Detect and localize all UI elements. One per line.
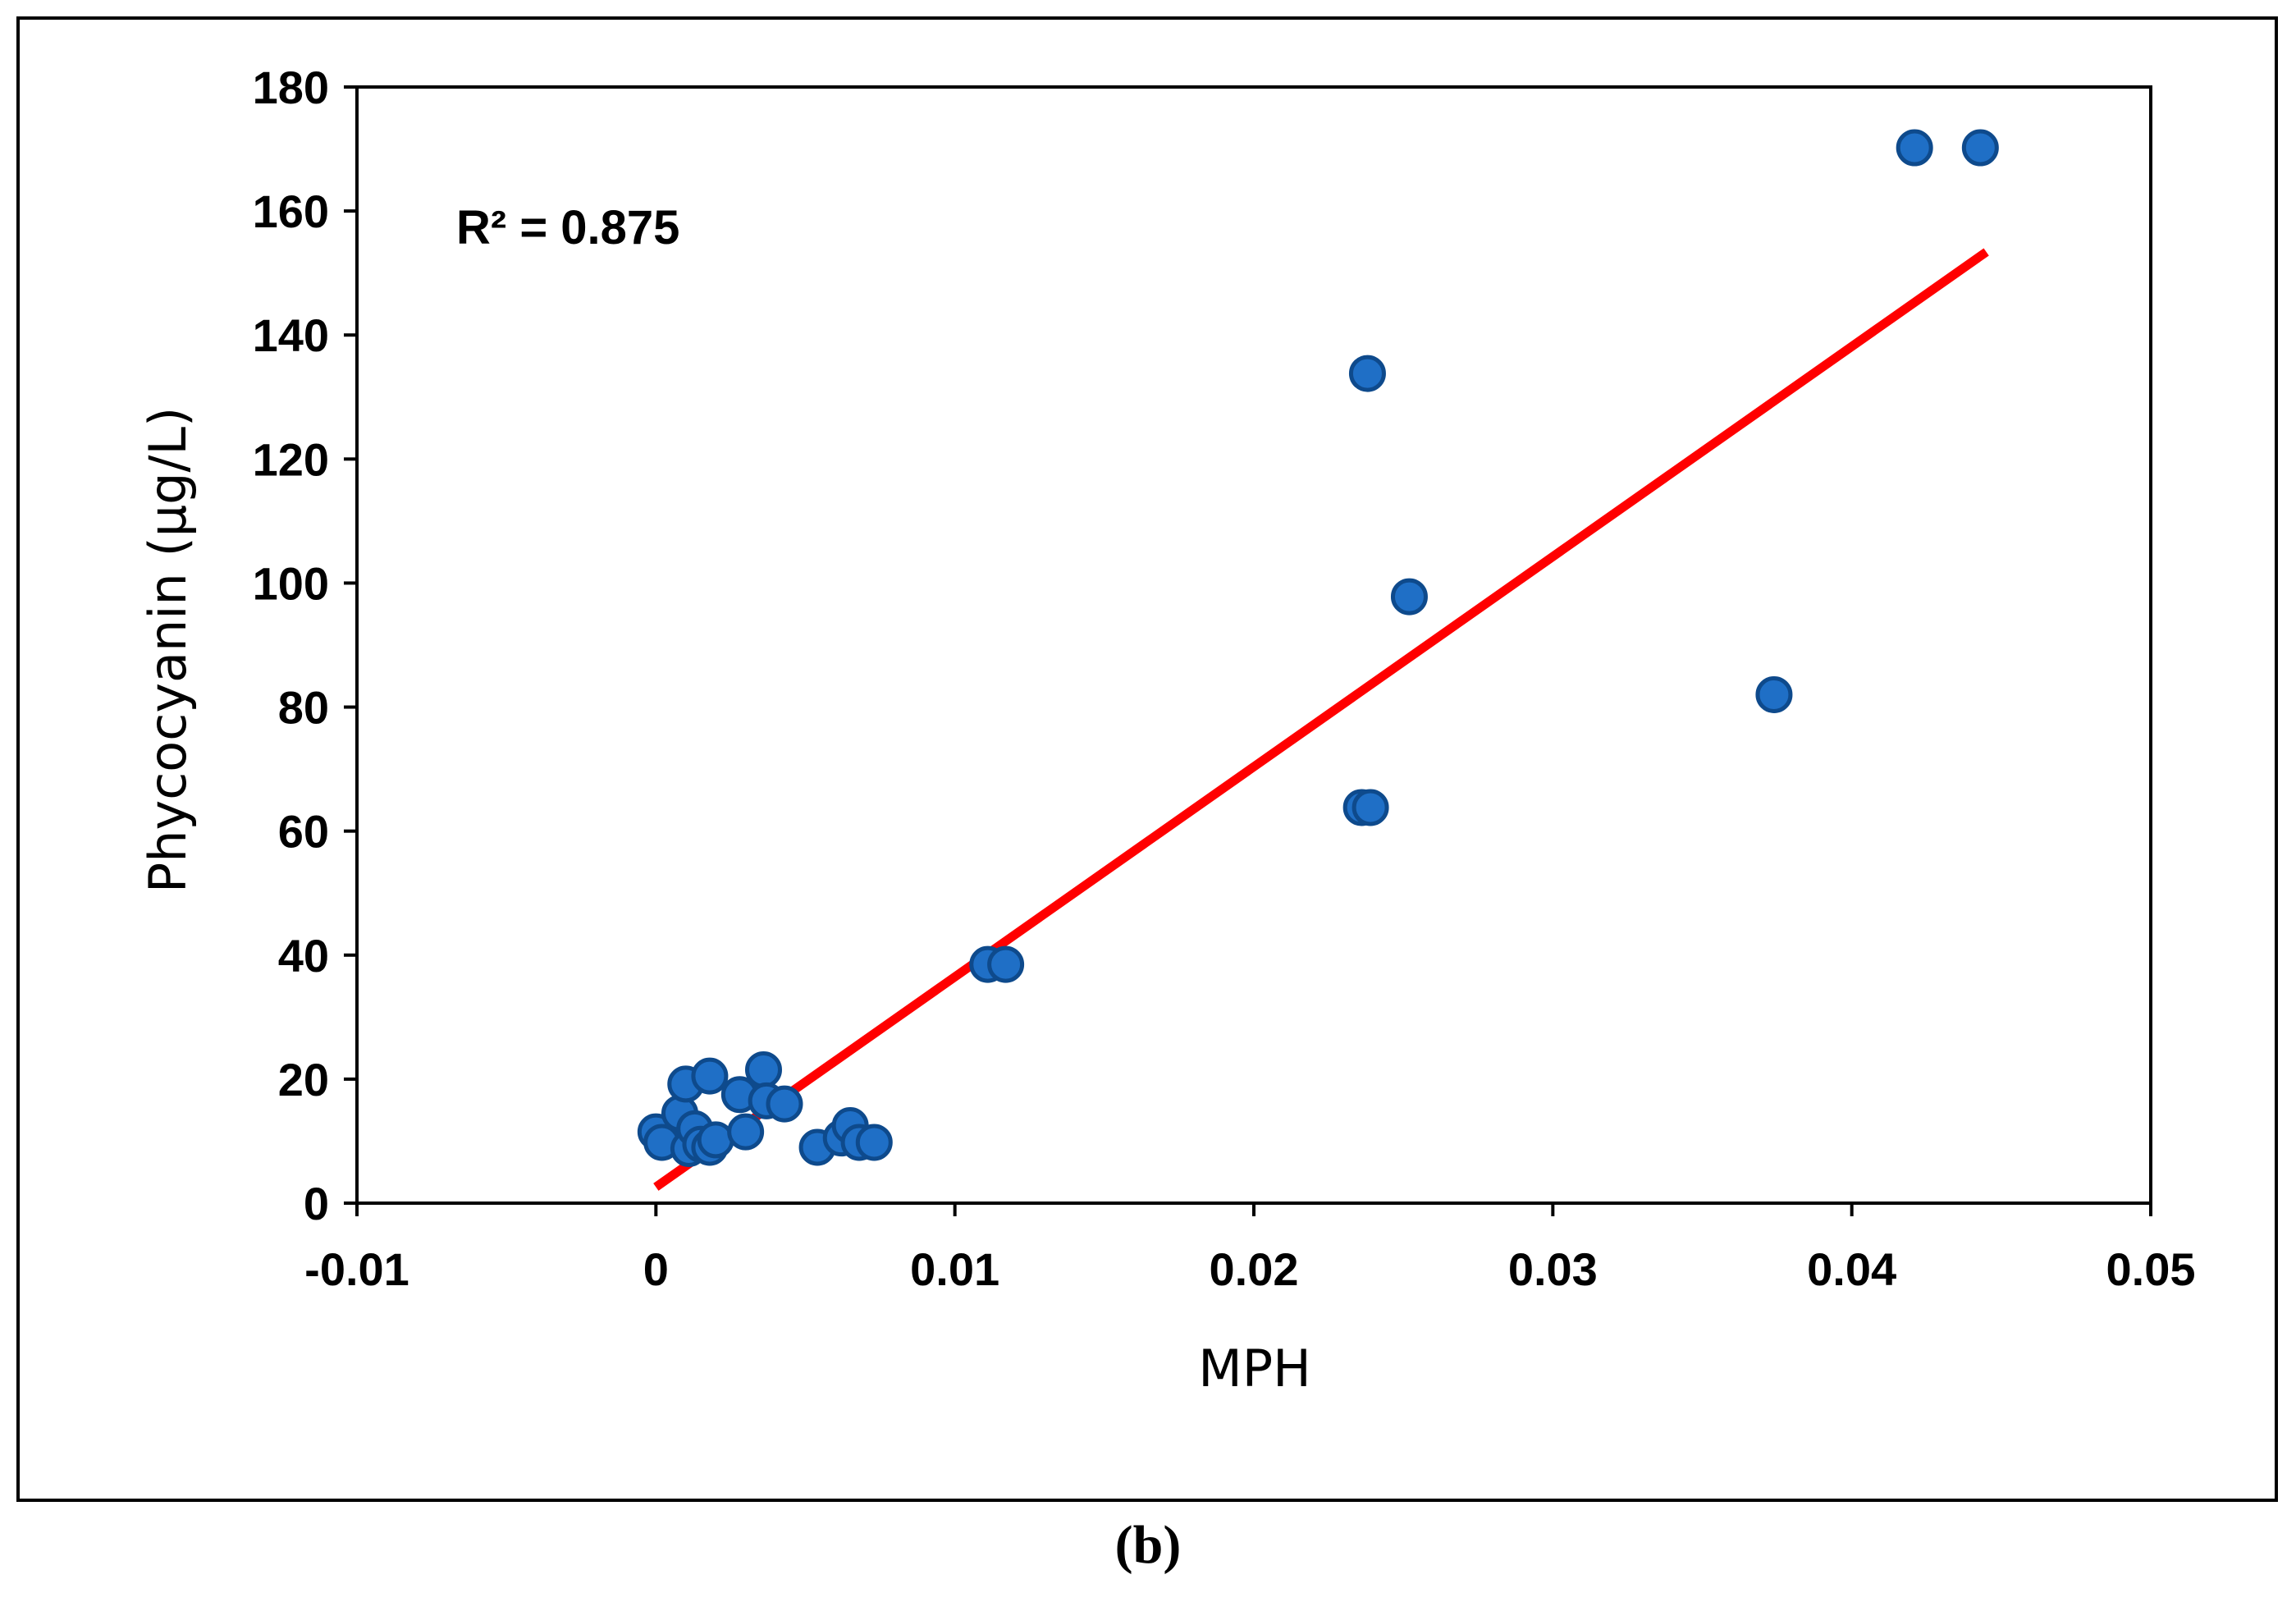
y-tick-label: 20 (278, 1054, 329, 1105)
data-point (1390, 578, 1428, 616)
axes (355, 85, 2152, 1205)
y-tick-label: 40 (278, 930, 329, 982)
y-tick-label: 140 (253, 309, 329, 361)
data-point (691, 1057, 729, 1095)
r-squared-annotation: R² = 0.875 (456, 201, 679, 254)
x-tick-label: 0.01 (910, 1243, 999, 1295)
data-point (987, 945, 1025, 983)
y-tick-label: 120 (253, 433, 329, 485)
y-axis-title: Phycocyanin (µg/L) (138, 407, 198, 893)
plot-area-border (355, 85, 2152, 1205)
scatter-chart: 0 20 40 60 80 100 120 140 160 180 -0.01 0 0.01 0.02 0.… (138, 62, 2196, 1398)
data-point (1961, 129, 1999, 167)
y-tick-label: 100 (253, 557, 329, 609)
x-tick-label: 0.04 (1807, 1243, 1896, 1295)
x-tick-label: 0.02 (1210, 1243, 1299, 1295)
data-point (744, 1051, 782, 1089)
data-point (1348, 355, 1386, 392)
data-point (727, 1113, 765, 1151)
x-axis-title: MPH (1198, 1339, 1311, 1398)
data-points (637, 129, 1999, 1168)
trendline (653, 248, 1989, 1191)
data-point (697, 1121, 734, 1159)
y-tick-label: 0 (304, 1178, 329, 1229)
y-tick-label: 160 (253, 185, 329, 237)
data-point (1352, 789, 1389, 826)
axis-ticks: 0 20 40 60 80 100 120 140 160 180 -0.01 0 0.01 0.02 0.… (253, 62, 2196, 1295)
x-tick-label: 0.05 (2106, 1243, 2196, 1295)
x-tick-label: -0.01 (304, 1243, 409, 1295)
figure-caption: (b) (1114, 1515, 1182, 1575)
data-point (855, 1124, 893, 1161)
trendline-layer (653, 248, 1989, 1191)
y-tick-label: 180 (253, 62, 329, 113)
data-point (1755, 675, 1793, 713)
data-point (1896, 129, 1933, 167)
data-point (766, 1085, 803, 1123)
x-tick-label: 0.03 (1508, 1243, 1598, 1295)
x-tick-label: 0 (643, 1243, 669, 1295)
y-tick-label: 80 (278, 682, 329, 734)
y-tick-label: 60 (278, 806, 329, 858)
chart-frame: 0 20 40 60 80 100 120 140 160 180 -0.01 0 0.01 0.02 0.… (16, 16, 2278, 1502)
